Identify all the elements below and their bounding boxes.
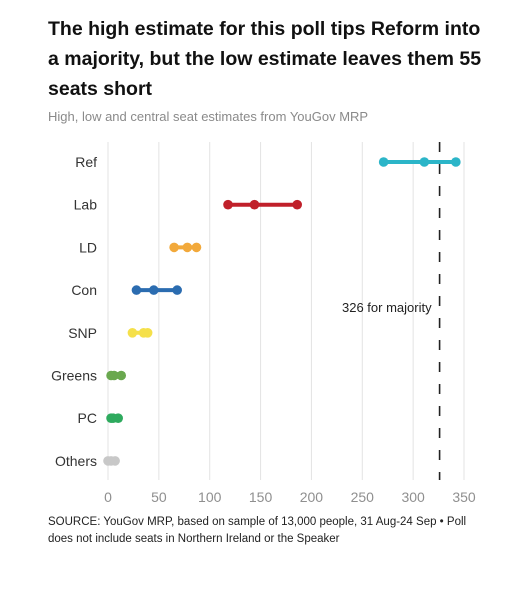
low-estimate-point	[169, 242, 179, 253]
category-label: Greens	[51, 368, 97, 384]
low-estimate-point	[378, 157, 389, 167]
category-label: Lab	[74, 197, 98, 213]
dumbbell-chart: 0 50 100 150 200 250 300 350 326 for majority Ref…	[51, 142, 476, 505]
high-estimate-point	[142, 328, 153, 338]
category-label: Con	[71, 282, 97, 298]
high-estimate-point	[191, 242, 202, 253]
high-estimate-point	[292, 199, 302, 210]
majority-label: 326 for majority	[342, 300, 432, 315]
x-tick-label: 250	[351, 489, 375, 505]
x-tick-label: 50	[151, 489, 167, 505]
high-estimate-point	[451, 157, 461, 167]
central-estimate-point	[182, 242, 193, 253]
low-estimate-point	[131, 285, 142, 295]
category-label: PC	[78, 410, 97, 426]
chart-subtitle: High, low and central seat estimates fro…	[48, 109, 369, 124]
high-estimate-point	[113, 413, 123, 424]
low-estimate-point	[127, 328, 138, 338]
central-estimate-point	[109, 370, 119, 381]
central-estimate-point	[249, 199, 260, 210]
category-label: Ref	[75, 154, 97, 170]
source-note: SOURCE: YouGov MRP, based on sample of 1…	[48, 516, 467, 545]
central-estimate-point	[148, 285, 159, 295]
chart-title: The high estimate for this poll tips Ref…	[48, 18, 482, 100]
x-tick-label: 300	[401, 489, 425, 505]
category-label: SNP	[68, 325, 97, 341]
x-tick-label: 200	[300, 489, 324, 505]
low-estimate-point	[223, 199, 233, 210]
high-estimate-point	[116, 370, 127, 381]
category-label: LD	[79, 239, 97, 255]
high-estimate-point	[110, 456, 120, 466]
x-tick-label: 350	[452, 489, 476, 505]
central-estimate-point	[419, 157, 430, 167]
x-tick-label: 100	[198, 489, 222, 505]
x-tick-label: 150	[249, 489, 273, 505]
category-label: Others	[55, 453, 97, 469]
high-estimate-point	[172, 285, 182, 295]
x-tick-label: 0	[104, 489, 112, 505]
